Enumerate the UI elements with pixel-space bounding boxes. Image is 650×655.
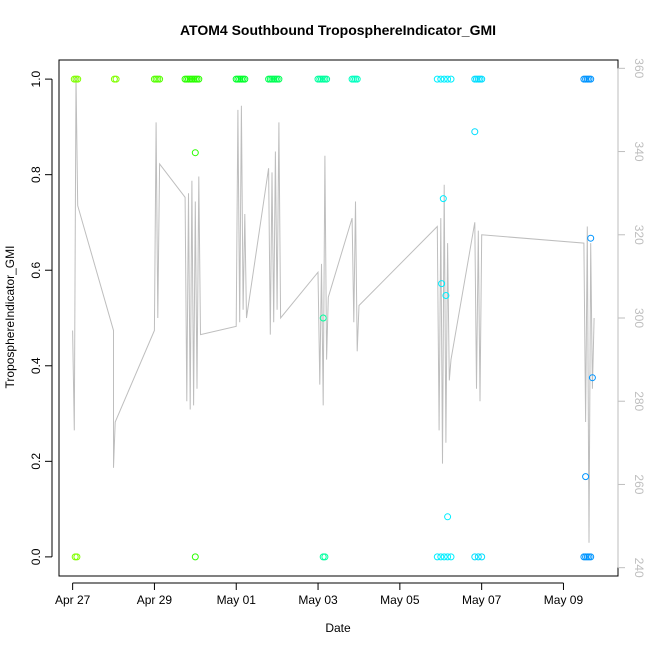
data-point	[587, 75, 595, 83]
data-point	[433, 553, 441, 561]
y2-tick-label: 300	[632, 308, 646, 328]
data-point	[319, 314, 327, 322]
y-axis-label: TroposphereIndicator_GMI	[3, 246, 17, 389]
data-point	[353, 75, 361, 83]
data-point	[587, 553, 595, 561]
chart-title: ATOM4 Southbound TroposphereIndicator_GM…	[180, 22, 496, 38]
data-point	[321, 553, 329, 561]
y2-tick-label: 340	[632, 142, 646, 162]
data-point	[433, 75, 441, 83]
data-point	[478, 553, 486, 561]
y-tick-label: 0.0	[29, 548, 43, 565]
indicator-points-layer	[70, 75, 596, 561]
data-point	[191, 149, 199, 157]
data-point	[323, 75, 331, 83]
temperature-line	[72, 76, 595, 543]
data-point	[437, 553, 445, 561]
y2-tick-label: 280	[632, 391, 646, 411]
data-point	[442, 292, 450, 299]
data-point	[440, 553, 448, 561]
y-tick-label: 1.0	[29, 70, 43, 87]
data-point	[73, 553, 81, 561]
data-point	[447, 553, 455, 561]
data-point	[74, 75, 82, 83]
data-point	[444, 553, 452, 561]
x-tick-label: May 01	[217, 593, 257, 607]
x-tick-label: May 03	[298, 593, 338, 607]
y2-tick-label: 320	[632, 225, 646, 245]
data-point	[275, 75, 283, 83]
data-point	[241, 75, 249, 83]
x-tick-label: May 09	[544, 593, 584, 607]
y2-tick-label: 240	[632, 558, 646, 578]
data-point	[587, 234, 595, 242]
y2-tick-label: 260	[632, 474, 646, 494]
x-axis-label: Date	[325, 621, 351, 635]
data-point	[438, 280, 446, 288]
data-point	[478, 75, 486, 83]
data-point	[444, 513, 452, 521]
y-tick-label: 0.2	[29, 453, 43, 470]
y2-tick-label: 360	[632, 58, 646, 78]
data-point	[447, 75, 455, 83]
data-point	[582, 473, 590, 481]
plot-frame	[58, 59, 619, 577]
data-point	[437, 75, 445, 83]
axes-layer: Apr 27 Apr 29 May 01 May 03 May 05 May 07 May …	[29, 58, 646, 607]
y-tick-label: 0.6	[29, 262, 43, 279]
data-point	[156, 75, 164, 83]
x-tick-label: May 07	[462, 593, 502, 607]
data-point	[440, 75, 448, 83]
x-tick-label: May 05	[380, 593, 420, 607]
data-point	[471, 553, 479, 561]
data-point	[191, 553, 199, 561]
data-point	[474, 553, 482, 561]
data-point	[195, 75, 203, 83]
temperature-line-layer	[72, 76, 595, 543]
x-tick-label: Apr 29	[137, 593, 173, 607]
y-tick-label: 0.8	[29, 166, 43, 183]
data-point	[112, 75, 120, 83]
y-tick-label: 0.4	[29, 357, 43, 374]
data-point	[439, 195, 447, 203]
data-point	[588, 374, 596, 382]
data-point	[444, 75, 452, 83]
data-point	[471, 128, 479, 136]
x-tick-label: Apr 27	[55, 593, 91, 607]
